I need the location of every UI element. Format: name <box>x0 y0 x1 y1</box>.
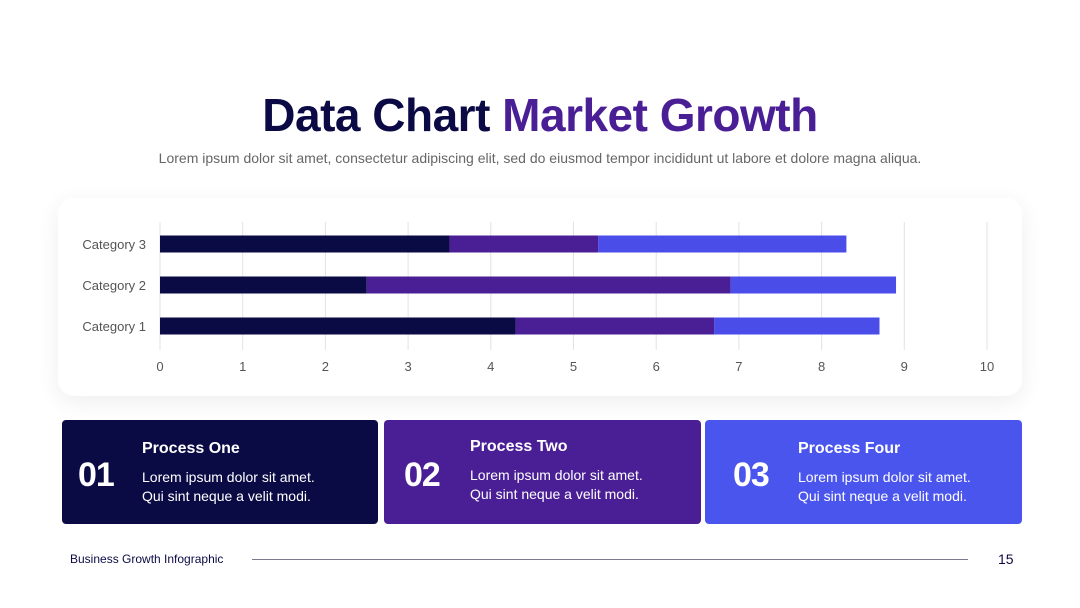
bar-segment <box>160 317 516 335</box>
process-card-line: Qui sint neque a velit modi. <box>470 486 639 502</box>
process-card-text: Lorem ipsum dolor sit amet. Qui sint neq… <box>470 466 690 504</box>
x-tick-label: 1 <box>239 359 246 374</box>
bar-segment <box>160 276 367 294</box>
process-card-one: 01 Process One Lorem ipsum dolor sit ame… <box>62 420 378 524</box>
x-tick-label: 6 <box>653 359 660 374</box>
page-number: 15 <box>998 551 1014 567</box>
bar-segment <box>730 276 897 294</box>
x-tick-label: 0 <box>156 359 163 374</box>
bar-segment <box>714 317 880 335</box>
footer-divider <box>252 559 968 560</box>
bar-segment <box>160 235 450 253</box>
process-card-title: Process Two <box>470 438 568 455</box>
x-tick-label: 10 <box>980 359 994 374</box>
category-label: Category 3 <box>82 237 146 252</box>
x-tick-label: 8 <box>818 359 825 374</box>
bar-segment <box>366 276 731 294</box>
process-card-number: 01 <box>78 456 115 494</box>
footer-label: Business Growth Infographic <box>70 552 224 566</box>
category-label: Category 2 <box>82 278 146 293</box>
title-part-accent: Market Growth <box>502 89 818 141</box>
process-card-title: Process One <box>142 440 240 457</box>
process-card-line: Lorem ipsum dolor sit amet. <box>142 469 315 485</box>
page-subtitle: Lorem ipsum dolor sit amet, consectetur … <box>158 150 922 166</box>
category-label: Category 1 <box>82 319 146 334</box>
process-card-line: Qui sint neque a velit modi. <box>142 488 311 504</box>
process-cards: 01 Process One Lorem ipsum dolor sit ame… <box>62 420 1022 524</box>
chart-card: 0 1 2 3 4 5 6 7 8 9 10 Category 1 Category 2 Category… <box>58 198 1022 396</box>
x-tick-label: 3 <box>404 359 411 374</box>
process-card-title: Process Four <box>798 440 901 457</box>
x-tick-label: 4 <box>487 359 494 374</box>
x-tick-label: 5 <box>570 359 577 374</box>
process-card-text: Lorem ipsum dolor sit amet. Qui sint neq… <box>798 468 1018 506</box>
process-card-line: Lorem ipsum dolor sit amet. <box>798 469 971 485</box>
page-title: Data Chart Market Growth <box>0 88 1080 142</box>
process-card-text: Lorem ipsum dolor sit amet. Qui sint neq… <box>142 468 362 506</box>
process-card-two: 02 Process Two Lorem ipsum dolor sit ame… <box>384 420 701 524</box>
bar-chart: 0 1 2 3 4 5 6 7 8 9 10 Category 1 Category 2 Category… <box>82 222 994 374</box>
process-card-number: 03 <box>733 456 770 494</box>
x-tick-label: 2 <box>322 359 329 374</box>
process-card-line: Lorem ipsum dolor sit amet. <box>470 467 643 483</box>
process-card-number: 02 <box>404 456 441 494</box>
title-part-dark: Data Chart <box>262 89 490 141</box>
process-card-four: 03 Process Four Lorem ipsum dolor sit am… <box>705 420 1022 524</box>
x-tick-label: 9 <box>901 359 908 374</box>
bar-segment <box>515 317 715 335</box>
process-card-line: Qui sint neque a velit modi. <box>798 488 967 504</box>
bar-segment <box>449 235 599 253</box>
x-tick-label: 7 <box>735 359 742 374</box>
bar-segment <box>598 235 847 253</box>
